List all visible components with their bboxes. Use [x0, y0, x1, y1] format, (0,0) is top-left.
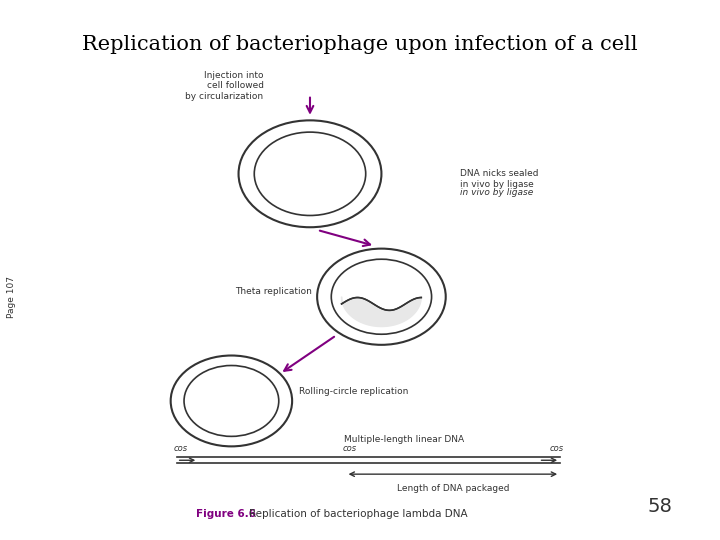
Text: Replication of bacteriophage lambda DNA: Replication of bacteriophage lambda DNA [249, 509, 468, 518]
Text: Injection into
cell followed
by circularization: Injection into cell followed by circular… [186, 71, 264, 100]
Polygon shape [341, 296, 421, 327]
Text: Theta replication: Theta replication [235, 287, 312, 296]
Text: Rolling-circle replication: Rolling-circle replication [300, 387, 409, 396]
Text: Multiple-length linear DNA: Multiple-length linear DNA [344, 435, 464, 444]
Text: cos: cos [549, 444, 564, 453]
Text: Length of DNA packaged: Length of DNA packaged [397, 484, 509, 493]
Text: DNA nicks sealed
in vivo by ligase: DNA nicks sealed in vivo by ligase [460, 170, 539, 189]
Text: cos: cos [342, 444, 356, 453]
Text: Replication of bacteriophage upon infection of a cell: Replication of bacteriophage upon infect… [82, 35, 638, 54]
Text: 58: 58 [647, 497, 672, 516]
Text: Figure 6.6: Figure 6.6 [196, 509, 256, 518]
Text: cos: cos [174, 444, 187, 453]
Text: Page 107: Page 107 [7, 276, 16, 318]
Text: in vivo by ligase: in vivo by ligase [460, 188, 534, 197]
